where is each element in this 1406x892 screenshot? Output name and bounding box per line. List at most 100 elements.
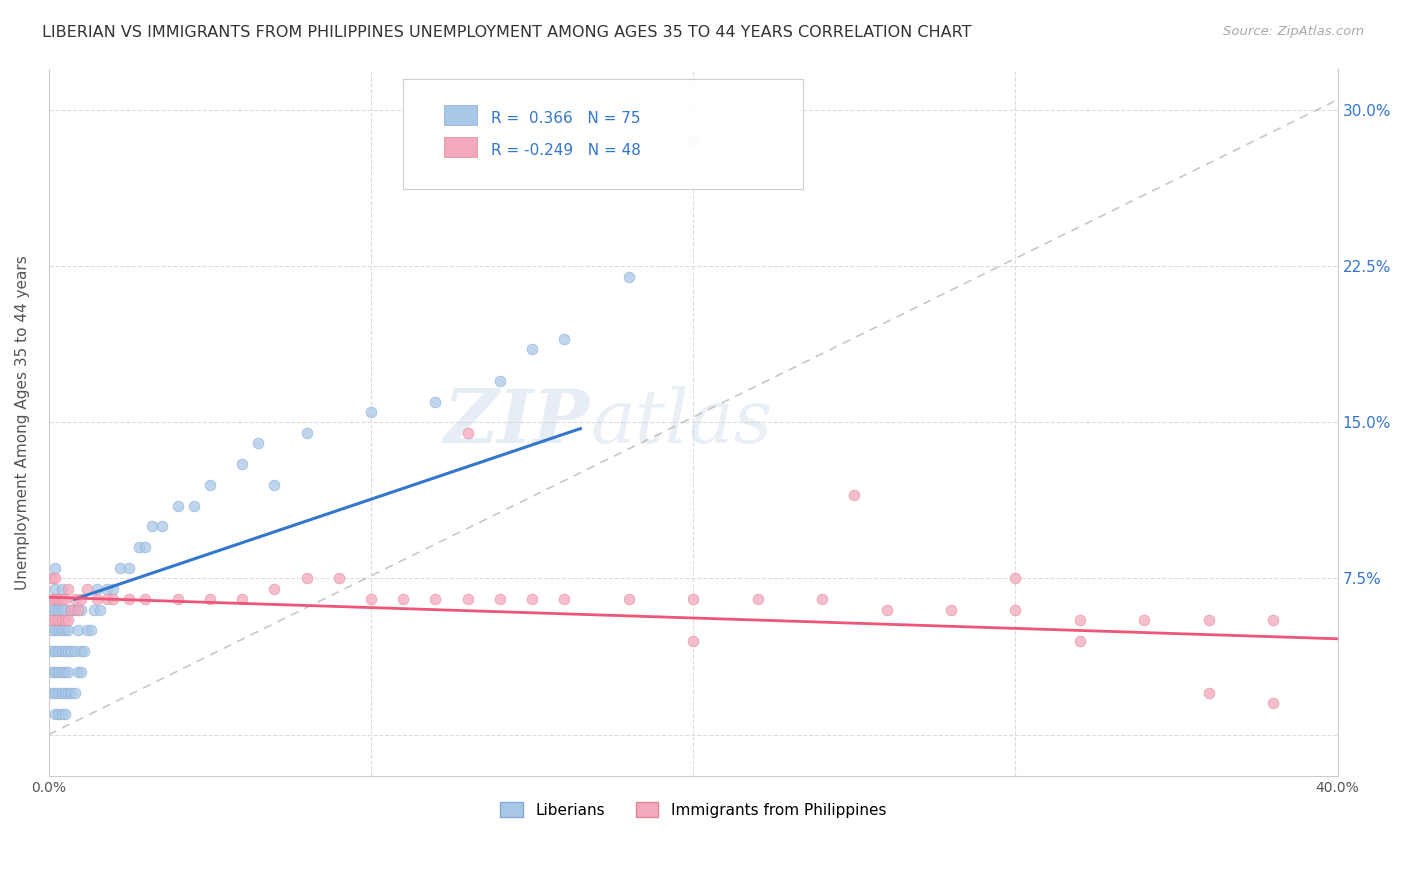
Point <box>108 561 131 575</box>
Point <box>489 374 512 388</box>
Point <box>51 602 73 616</box>
Point <box>247 436 270 450</box>
Point <box>183 499 205 513</box>
Point <box>66 624 89 638</box>
FancyBboxPatch shape <box>404 79 803 189</box>
Point <box>1004 571 1026 585</box>
Point <box>198 592 221 607</box>
Point <box>44 592 66 607</box>
Bar <box>444 137 477 157</box>
Point <box>51 624 73 638</box>
Point <box>70 602 93 616</box>
Point <box>295 425 318 440</box>
Point <box>48 644 70 658</box>
Point <box>682 633 704 648</box>
Point <box>53 665 76 679</box>
Point <box>1263 696 1285 710</box>
Point <box>41 602 63 616</box>
Point <box>128 540 150 554</box>
Point <box>1004 602 1026 616</box>
Text: R = -0.249   N = 48: R = -0.249 N = 48 <box>491 143 641 158</box>
Point <box>425 394 447 409</box>
Point <box>53 624 76 638</box>
Point <box>51 592 73 607</box>
Point <box>1198 613 1220 627</box>
Point <box>682 592 704 607</box>
Point <box>41 613 63 627</box>
Point <box>70 644 93 658</box>
Point <box>56 644 79 658</box>
Point <box>76 624 98 638</box>
Point <box>41 686 63 700</box>
Point <box>1069 613 1091 627</box>
Point <box>231 592 253 607</box>
Point <box>44 706 66 721</box>
Point <box>89 602 111 616</box>
Point <box>263 582 285 596</box>
Point <box>63 602 86 616</box>
Point <box>44 582 66 596</box>
Point <box>231 457 253 471</box>
Point <box>134 540 156 554</box>
Point <box>682 134 704 148</box>
Point <box>392 592 415 607</box>
Point <box>66 602 89 616</box>
Point <box>56 665 79 679</box>
Point <box>51 665 73 679</box>
Point <box>96 582 118 596</box>
Point <box>56 624 79 638</box>
Point <box>60 686 83 700</box>
Point <box>876 602 898 616</box>
Point <box>166 592 188 607</box>
Point <box>263 477 285 491</box>
Point <box>44 665 66 679</box>
Point <box>83 602 105 616</box>
Bar <box>444 105 477 125</box>
Point <box>844 488 866 502</box>
Point <box>56 613 79 627</box>
Point <box>63 592 86 607</box>
Point <box>48 686 70 700</box>
Text: R =  0.366   N = 75: R = 0.366 N = 75 <box>491 111 640 126</box>
Point <box>1069 633 1091 648</box>
Point <box>457 592 479 607</box>
Point <box>53 644 76 658</box>
Point <box>79 624 101 638</box>
Point <box>520 343 543 357</box>
Point <box>617 592 640 607</box>
Point <box>86 592 108 607</box>
Point <box>70 665 93 679</box>
Point <box>48 624 70 638</box>
Point <box>53 592 76 607</box>
Point <box>457 425 479 440</box>
Point <box>41 624 63 638</box>
Point <box>44 571 66 585</box>
Point <box>53 602 76 616</box>
Point <box>103 582 125 596</box>
Point <box>747 592 769 607</box>
Point <box>1263 613 1285 627</box>
Point <box>73 644 96 658</box>
Point <box>198 477 221 491</box>
Point <box>134 592 156 607</box>
Point <box>48 665 70 679</box>
Point <box>51 686 73 700</box>
Point <box>48 592 70 607</box>
Text: atlas: atlas <box>591 386 772 458</box>
Point <box>63 644 86 658</box>
Point <box>44 624 66 638</box>
Point <box>60 602 83 616</box>
Point <box>103 592 125 607</box>
Point <box>939 602 962 616</box>
Point <box>1198 686 1220 700</box>
Point <box>66 665 89 679</box>
Point <box>141 519 163 533</box>
Point <box>360 405 382 419</box>
Point <box>51 582 73 596</box>
Point <box>118 561 141 575</box>
Text: LIBERIAN VS IMMIGRANTS FROM PHILIPPINES UNEMPLOYMENT AMONG AGES 35 TO 44 YEARS C: LIBERIAN VS IMMIGRANTS FROM PHILIPPINES … <box>42 25 972 40</box>
Point <box>328 571 350 585</box>
Point <box>489 592 512 607</box>
Point <box>553 592 575 607</box>
Point <box>617 269 640 284</box>
